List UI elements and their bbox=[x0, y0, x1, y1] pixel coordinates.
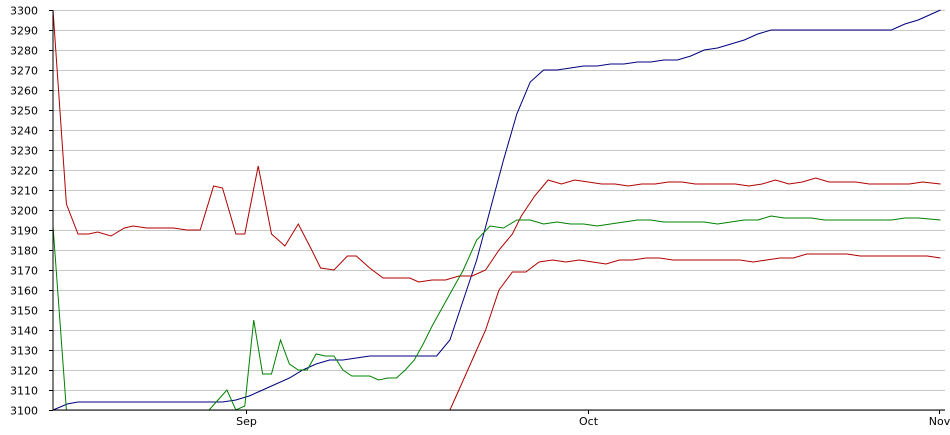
series-line-2 bbox=[52, 9, 941, 283]
y-tick-label: 3250 bbox=[10, 105, 38, 118]
y-axis-ticks: 3100 3110 3120 3130 3140 3150 3160 3170 3180 3190… bbox=[10, 5, 53, 418]
y-tick-label: 3180 bbox=[10, 245, 38, 258]
y-tick-label: 3220 bbox=[10, 165, 38, 178]
y-tick-label: 3230 bbox=[10, 145, 38, 158]
series-line-4 bbox=[53, 253, 941, 411]
y-tick-label: 3260 bbox=[10, 85, 38, 98]
chart-grid bbox=[53, 10, 945, 411]
y-tick-label: 3120 bbox=[10, 365, 38, 378]
axes bbox=[52, 10, 945, 411]
y-tick-label: 3130 bbox=[10, 345, 38, 358]
y-tick-label: 3290 bbox=[10, 25, 38, 38]
y-tick-label: 3160 bbox=[10, 285, 38, 298]
y-tick-label: 3190 bbox=[10, 225, 38, 238]
x-tick-label-oct: Oct bbox=[579, 415, 599, 428]
y-tick-label: 3270 bbox=[10, 65, 38, 78]
y-tick-label: 3280 bbox=[10, 45, 38, 58]
series-line-1 bbox=[52, 9, 941, 411]
y-tick-label: 3210 bbox=[10, 185, 38, 198]
y-tick-label: 3170 bbox=[10, 265, 38, 278]
y-tick-label: 3300 bbox=[10, 5, 38, 18]
series-line-3 bbox=[52, 215, 941, 411]
x-tick-label-sep: Sep bbox=[236, 415, 257, 428]
y-tick-label: 3140 bbox=[10, 325, 38, 338]
x-tick-label-nov: Nov bbox=[929, 415, 950, 428]
y-tick-label: 3100 bbox=[10, 405, 38, 418]
y-tick-label: 3110 bbox=[10, 385, 38, 398]
x-axis-ticks: Sep Oct Nov bbox=[236, 410, 950, 428]
y-tick-label: 3200 bbox=[10, 205, 38, 218]
y-tick-label: 3150 bbox=[10, 305, 38, 318]
y-tick-label: 3240 bbox=[10, 125, 38, 138]
